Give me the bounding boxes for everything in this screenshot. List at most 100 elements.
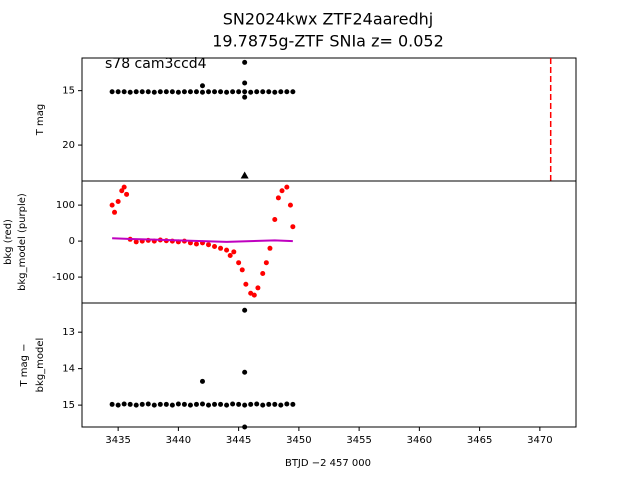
data-point xyxy=(169,89,175,95)
data-point xyxy=(290,401,296,407)
data-point xyxy=(242,424,248,430)
x-tick-label: 3465 xyxy=(467,435,492,446)
y-tick-label: 15 xyxy=(62,86,75,97)
data-point xyxy=(124,191,130,197)
data-point xyxy=(199,83,205,89)
x-tick-label: 3460 xyxy=(407,435,432,446)
x-tick-label: 3440 xyxy=(166,435,191,446)
data-point xyxy=(212,243,218,249)
y-axis-label: T mag − xyxy=(19,343,30,387)
y-axis-label: T mag xyxy=(35,104,46,137)
data-point xyxy=(255,285,261,291)
data-point xyxy=(127,401,133,407)
data-point xyxy=(115,89,121,95)
data-point xyxy=(275,195,281,201)
data-point xyxy=(151,89,157,95)
data-point xyxy=(242,89,248,95)
data-point xyxy=(199,378,205,384)
data-point xyxy=(121,184,127,190)
y-axis-label: bkg (red) xyxy=(3,219,14,265)
x-tick-label: 3455 xyxy=(346,435,371,446)
data-point xyxy=(109,202,115,208)
x-tick-label: 3435 xyxy=(105,435,130,446)
data-point xyxy=(242,307,248,313)
upper-limit-marker xyxy=(240,171,249,179)
data-point xyxy=(242,80,248,86)
data-point xyxy=(112,209,118,215)
x-tick-label: 3445 xyxy=(226,435,251,446)
data-point xyxy=(236,260,242,266)
data-point xyxy=(181,401,187,407)
data-point xyxy=(133,239,139,245)
data-point xyxy=(260,270,266,276)
data-point xyxy=(236,401,242,407)
data-point xyxy=(139,401,145,407)
data-point xyxy=(248,89,254,95)
data-point xyxy=(243,281,249,287)
data-point xyxy=(236,89,242,95)
data-point xyxy=(163,401,169,407)
data-point xyxy=(151,402,157,408)
data-point xyxy=(242,59,248,65)
data-point xyxy=(290,224,296,230)
data-point xyxy=(278,402,284,408)
data-point xyxy=(290,89,296,95)
data-point xyxy=(199,401,205,407)
data-point xyxy=(139,89,145,95)
axes-frame xyxy=(81,57,577,182)
data-point xyxy=(199,89,205,95)
data-point xyxy=(193,89,199,95)
data-point xyxy=(157,401,163,407)
data-point xyxy=(242,369,248,375)
y-tick-label: 13 xyxy=(62,327,75,338)
y-tick-label: 14 xyxy=(62,364,75,375)
data-point xyxy=(230,89,236,95)
y-tick-label: -100 xyxy=(52,272,75,283)
data-point xyxy=(279,188,285,194)
data-point xyxy=(145,89,151,95)
data-point xyxy=(119,188,125,194)
data-point xyxy=(266,401,272,407)
data-point xyxy=(284,89,290,95)
data-point xyxy=(278,89,284,95)
x-tick-label: 3470 xyxy=(527,435,552,446)
data-point xyxy=(212,401,218,407)
model-line xyxy=(112,237,293,243)
data-point xyxy=(224,247,230,253)
x-tick-label: 3450 xyxy=(286,435,311,446)
data-point xyxy=(254,89,260,95)
y-axis-label: bkg_model xyxy=(35,338,46,393)
chart-title: SN2024kwx ZTF24aaredhj xyxy=(223,10,433,29)
data-point xyxy=(263,260,269,266)
data-point xyxy=(272,401,278,407)
data-point xyxy=(242,94,248,100)
data-point xyxy=(251,292,257,298)
data-point xyxy=(218,89,224,95)
data-point xyxy=(206,402,212,408)
data-point xyxy=(175,401,181,407)
data-point xyxy=(227,252,233,258)
data-point xyxy=(218,401,224,407)
data-point xyxy=(121,401,127,407)
axes-frame xyxy=(81,302,577,428)
data-point xyxy=(266,89,272,95)
data-point xyxy=(272,217,278,223)
data-point xyxy=(157,89,163,95)
data-point xyxy=(287,202,293,208)
data-point xyxy=(169,402,175,408)
data-point xyxy=(187,402,193,408)
data-point xyxy=(187,89,193,95)
data-point xyxy=(231,249,237,255)
data-point xyxy=(109,89,115,95)
data-point xyxy=(133,402,139,408)
chart-subtitle: 19.7875g-ZTF SNIa z= 0.052 xyxy=(212,32,444,51)
data-point xyxy=(163,89,169,95)
data-point xyxy=(272,89,278,95)
data-point xyxy=(260,89,266,95)
data-point xyxy=(133,89,139,95)
data-point xyxy=(127,89,133,95)
data-point xyxy=(284,184,290,190)
y-tick-label: 15 xyxy=(62,400,75,411)
data-point xyxy=(248,401,254,407)
y-axis-label: bkg_model (purple) xyxy=(17,193,28,291)
